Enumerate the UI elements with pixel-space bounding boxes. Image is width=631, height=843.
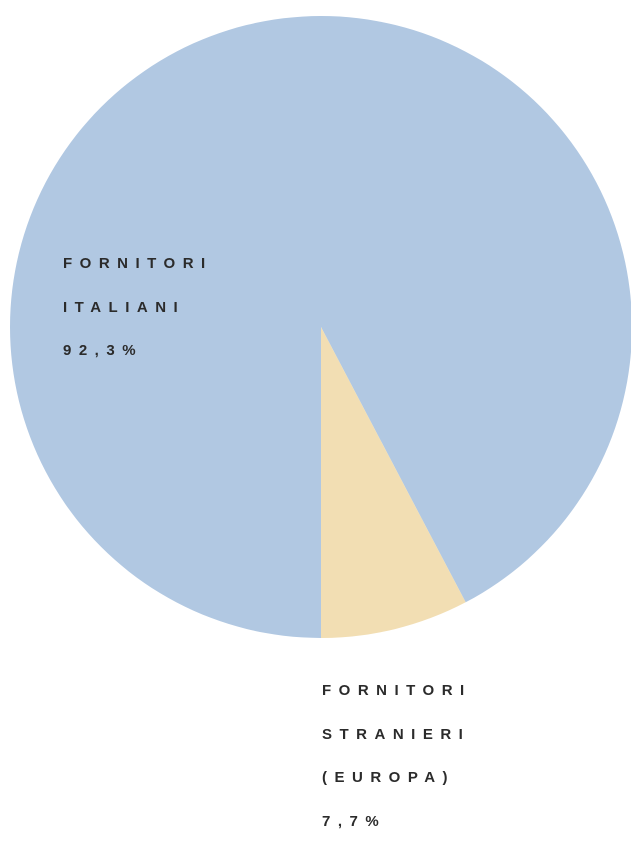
category-label: FORNITORI STRANIERI (EUROPA) — [322, 669, 547, 800]
value-label: 7,7% — [322, 800, 547, 843]
slice-label: FORNITORI STRANIERI (EUROPA) 7,7% — [322, 669, 547, 843]
value-label: 92,3% — [63, 329, 293, 373]
slice-label: FORNITORI ITALIANI 92,3% — [63, 242, 293, 373]
category-label: FORNITORI ITALIANI — [63, 242, 293, 329]
